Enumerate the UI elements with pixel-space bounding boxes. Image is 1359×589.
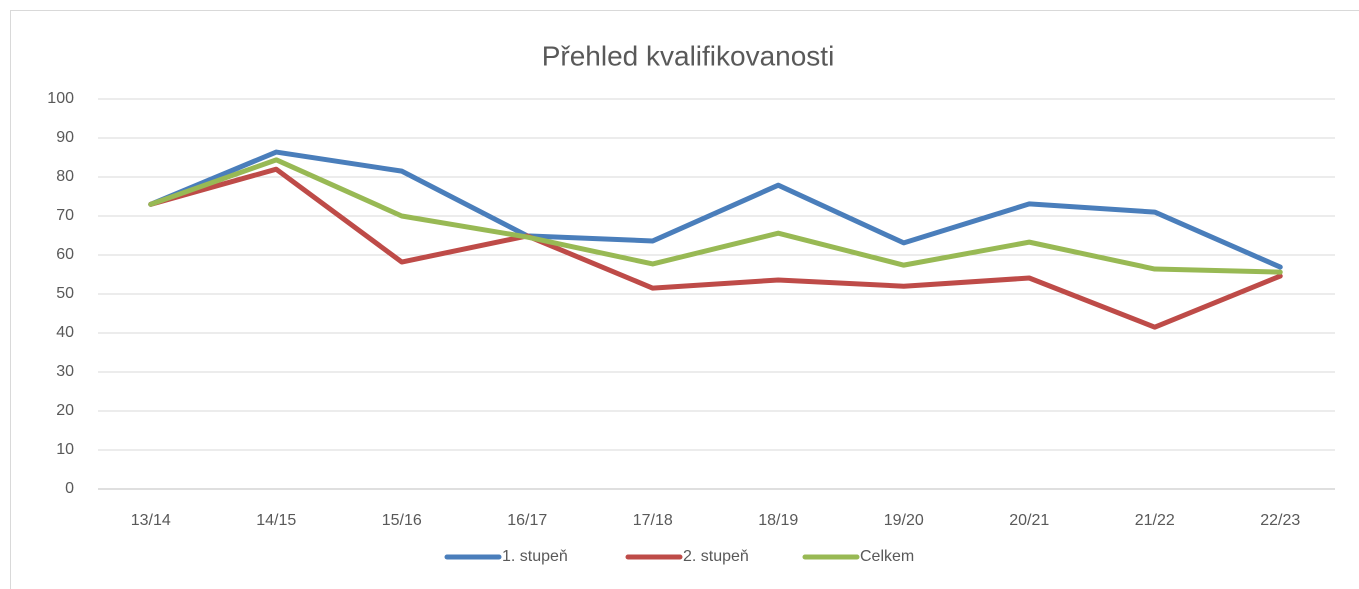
line-series	[148, 166, 1283, 330]
y-tick-label: 80	[56, 168, 74, 185]
line-series	[148, 157, 1283, 275]
x-tick-label: 16/17	[507, 512, 547, 529]
y-tick-label: 0	[65, 480, 74, 497]
y-tick-label: 50	[56, 285, 74, 302]
legend-label: Celkem	[860, 548, 914, 565]
x-tick-label: 18/19	[758, 512, 798, 529]
y-tick-label: 30	[56, 363, 74, 380]
chart-title: Přehled kvalifikovanosti	[542, 40, 835, 71]
x-tick-label: 19/20	[884, 512, 924, 529]
chart-border	[10, 10, 1359, 589]
y-tick-label: 20	[56, 402, 74, 419]
x-tick-label: 20/21	[1009, 512, 1049, 529]
y-tick-label: 90	[56, 129, 74, 146]
x-tick-label: 14/15	[256, 512, 296, 529]
y-tick-label: 100	[47, 90, 74, 107]
y-tick-label: 70	[56, 207, 74, 224]
legend-label: 2. stupeň	[683, 548, 749, 565]
line-series	[148, 149, 1283, 270]
y-tick-label: 10	[56, 441, 74, 458]
x-tick-label: 15/16	[382, 512, 422, 529]
x-tick-label: 13/14	[131, 512, 171, 529]
x-tick-label: 22/23	[1260, 512, 1300, 529]
x-tick-label: 17/18	[633, 512, 673, 529]
x-tick-label: 21/22	[1135, 512, 1175, 529]
legend-label: 1. stupeň	[502, 548, 568, 565]
y-tick-label: 40	[56, 324, 74, 341]
y-tick-label: 60	[56, 246, 74, 263]
